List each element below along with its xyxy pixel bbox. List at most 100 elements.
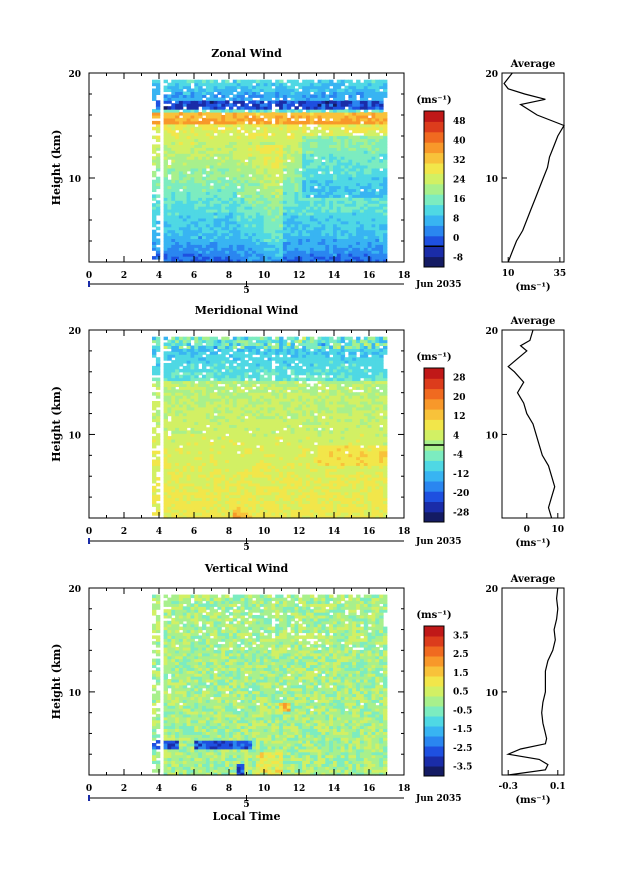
- heatmap-cell: [271, 194, 276, 198]
- heatmap-cell: [329, 212, 334, 216]
- heatmap-cell: [209, 132, 215, 137]
- heatmap-cell: [375, 206, 380, 210]
- heatmap-cell: [182, 188, 188, 192]
- heatmap-cell: [240, 357, 245, 361]
- heatmap-cell: [240, 465, 245, 469]
- heatmap-cell: [333, 156, 338, 160]
- heatmap-cell: [317, 217, 322, 222]
- heatmap-cell: [255, 220, 261, 225]
- heatmap-cell: [336, 259, 342, 263]
- heatmap-cell: [367, 176, 372, 181]
- heatmap-cell: [302, 247, 307, 251]
- heatmap-cell: [194, 439, 199, 443]
- heatmap-cell: [221, 197, 226, 201]
- heatmap-cell: [190, 100, 195, 104]
- heatmap-cell: [302, 97, 307, 101]
- heatmap-cell: [167, 488, 172, 493]
- heatmap-cell: [202, 223, 207, 228]
- heatmap-cell: [221, 120, 226, 125]
- heatmap-cell: [363, 176, 369, 181]
- heatmap-cell: [182, 430, 188, 434]
- heatmap-cell: [290, 103, 295, 107]
- heatmap-cell: [217, 91, 222, 95]
- heatmap-cell: [225, 206, 230, 210]
- heatmap-cell: [356, 103, 361, 107]
- heatmap-cell: [259, 165, 265, 169]
- heatmap-cell: [217, 223, 222, 228]
- heatmap-cell: [286, 188, 292, 192]
- heatmap-cell: [190, 506, 195, 510]
- heatmap-cell: [155, 179, 161, 184]
- heatmap-cell: [325, 79, 330, 84]
- heatmap-cell: [371, 200, 376, 204]
- heatmap-cell: [198, 339, 203, 344]
- heatmap-cell: [186, 191, 191, 195]
- heatmap-cell: [186, 144, 191, 148]
- heatmap-cell: [213, 444, 218, 449]
- heatmap-cell: [255, 109, 261, 113]
- heatmap-cell: [221, 421, 226, 425]
- heatmap-cell: [194, 421, 199, 425]
- heatmap-cell: [178, 509, 184, 513]
- heatmap-cell: [309, 97, 315, 101]
- heatmap-cell: [167, 220, 172, 225]
- heatmap-cell: [282, 215, 288, 219]
- heatmap-cell: [275, 212, 280, 216]
- heatmap-cell: [352, 106, 357, 110]
- heatmap-cell: [352, 82, 357, 87]
- heatmap-cell: [171, 126, 176, 131]
- heatmap-cell: [229, 106, 234, 110]
- heatmap-cell: [286, 220, 292, 225]
- heatmap-cell: [175, 250, 180, 254]
- heatmap-cell: [271, 226, 276, 231]
- heatmap-cell: [209, 144, 215, 148]
- heatmap-cell: [205, 226, 211, 231]
- heatmap-cell: [205, 185, 211, 190]
- heatmap-cell: [259, 203, 265, 207]
- heatmap-cell: [267, 82, 272, 87]
- heatmap-cell: [175, 150, 180, 154]
- heatmap-cell: [333, 238, 338, 242]
- heatmap-cell: [182, 191, 188, 195]
- heatmap-cell: [229, 194, 234, 198]
- heatmap-cell: [271, 138, 276, 142]
- heatmap-cell: [178, 94, 184, 98]
- heatmap-cell: [229, 392, 234, 396]
- heatmap-cell: [336, 106, 342, 110]
- heatmap-cell: [375, 94, 380, 98]
- heatmap-cell: [340, 215, 346, 219]
- heatmap-cell: [178, 474, 184, 478]
- heatmap-cell: [329, 226, 334, 231]
- heatmap-cell: [175, 427, 180, 431]
- heatmap-cell: [152, 365, 157, 370]
- heatmap-cell: [313, 256, 319, 260]
- colorbar-frame: [423, 110, 445, 268]
- heatmap-cell: [182, 447, 188, 452]
- heatmap-cell: [379, 109, 384, 113]
- heatmap-cell: [155, 395, 161, 399]
- heatmap-cell: [371, 115, 376, 119]
- heatmap-cell: [306, 147, 311, 151]
- heatmap-cell: [375, 91, 380, 95]
- heatmap-cell: [155, 439, 161, 443]
- heatmap-cell: [240, 468, 245, 472]
- heatmap-cell: [178, 506, 184, 510]
- heatmap-cell: [202, 250, 207, 254]
- heatmap-cell: [186, 500, 191, 504]
- heatmap-cell: [329, 138, 334, 142]
- heatmap-cell: [294, 197, 299, 201]
- heatmap-cell: [186, 215, 191, 219]
- heatmap-cell: [163, 117, 168, 122]
- heatmap-cell: [198, 226, 203, 231]
- heatmap-cell: [359, 141, 365, 145]
- heatmap-cell: [178, 459, 184, 463]
- heatmap-cell: [236, 170, 242, 175]
- heatmap-cell: [202, 389, 207, 393]
- heatmap-cell: [152, 79, 157, 84]
- heatmap-cell: [213, 182, 218, 187]
- heatmap-cell: [217, 185, 222, 190]
- heatmap-cell: [194, 427, 199, 431]
- heatmap-cell: [317, 203, 322, 207]
- heatmap-cell: [379, 212, 384, 216]
- heatmap-cell: [186, 421, 191, 425]
